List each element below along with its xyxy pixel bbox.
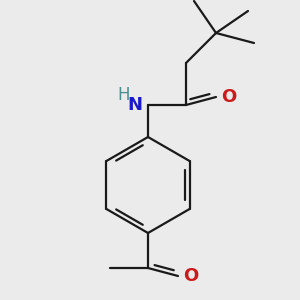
Text: H: H bbox=[118, 86, 130, 104]
Text: O: O bbox=[221, 88, 236, 106]
Text: N: N bbox=[127, 96, 142, 114]
Text: O: O bbox=[183, 267, 198, 285]
